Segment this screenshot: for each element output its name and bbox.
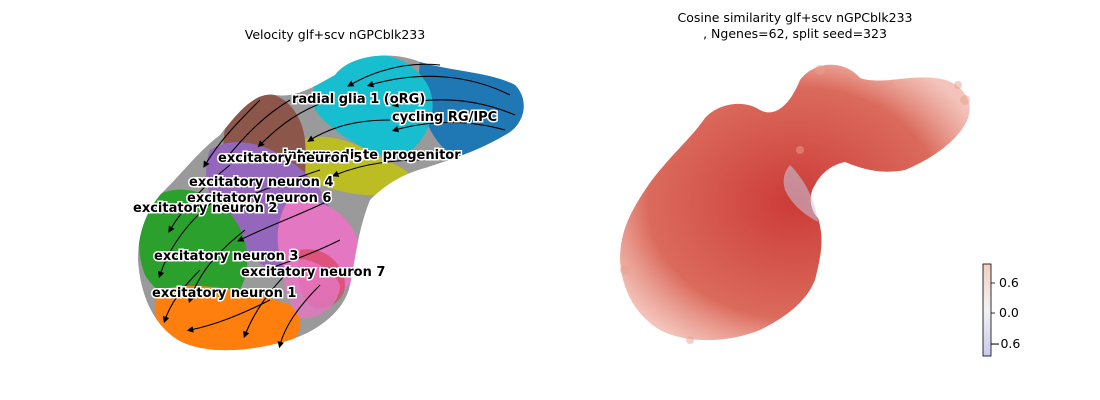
label-cycling-rg-ipc: cycling RG/IPC — [392, 110, 497, 125]
label-intermediate-progenitor: intermediate progenitor — [283, 148, 461, 163]
label-excitatory-neuron-1: excitatory neuron 1 — [152, 286, 296, 301]
streamline — [168, 164, 231, 233]
streamline — [203, 99, 261, 168]
cluster-region-intermediate-progenitor — [294, 136, 413, 196]
label-excitatory-neuron-4: excitatory neuron 4 — [189, 175, 333, 190]
label-excitatory-neuron-7: excitatory neuron 7 — [241, 265, 385, 280]
low-similarity-patch — [783, 165, 818, 222]
streamline — [391, 99, 516, 116]
label-excitatory-neuron-3: excitatory neuron 3 — [154, 249, 298, 264]
cell-point — [620, 265, 630, 275]
cell-point — [796, 146, 804, 154]
colorbar-tick-label-high: 0.6 — [999, 275, 1019, 290]
right-title-line-1: Cosine similarity glf+scv nGPCblk233 — [677, 10, 913, 25]
cluster-region-excitatory-neuron-2 — [138, 189, 248, 309]
cluster-region-cycling-rg — [419, 60, 524, 158]
cluster-region-radial-glia — [313, 55, 433, 160]
streamline — [347, 63, 441, 87]
streamline — [222, 99, 291, 163]
streamline — [157, 199, 216, 279]
streamline — [307, 119, 391, 142]
cell-point — [686, 336, 694, 344]
streamline — [187, 229, 246, 304]
right-panel-title: Cosine similarity glf+scv nGPCblk233 , N… — [620, 10, 970, 42]
cluster-region-pink-overlap — [283, 258, 340, 319]
cell-point — [960, 95, 970, 105]
velocity-streamlines — [157, 63, 516, 349]
streamline — [243, 269, 291, 339]
cell-point — [815, 65, 825, 75]
colorbar — [982, 263, 995, 357]
colorbar-gradient — [982, 263, 992, 357]
cell-point — [954, 81, 962, 89]
streamline — [186, 299, 271, 333]
streamline — [391, 122, 506, 133]
colorbar-tick-label-mid: 0.0 — [999, 305, 1019, 320]
streamline — [257, 99, 331, 148]
label-excitatory-neuron-5: excitatory neuron 5 — [218, 151, 362, 166]
streamline — [227, 169, 321, 207]
streamline — [246, 239, 341, 278]
right-title-line-2: , Ngenes=62, split seed=323 — [703, 26, 887, 41]
scattered-cells — [620, 65, 970, 344]
left-panel-title: Velocity glf+scv nGPCblk233 — [244, 27, 426, 42]
streamline — [237, 199, 331, 242]
streamline — [162, 269, 201, 324]
colorbar-tick-label-low: −0.6 — [990, 336, 1021, 351]
label-excitatory-neuron-2: excitatory neuron 2 — [133, 201, 277, 216]
streamline — [331, 159, 421, 177]
cluster-labels: radial glia 1 (oRG) cycling RG/IPC inter… — [132, 91, 499, 303]
label-radial-glia: radial glia 1 (oRG) — [292, 92, 425, 107]
left-umap-plot: radial glia 1 (oRG) cycling RG/IPC inter… — [132, 55, 524, 351]
right-umap-plot — [620, 64, 970, 344]
streamline — [366, 75, 511, 96]
streamline — [277, 284, 321, 349]
label-excitatory-neuron-6: excitatory neuron 6 — [187, 191, 331, 206]
